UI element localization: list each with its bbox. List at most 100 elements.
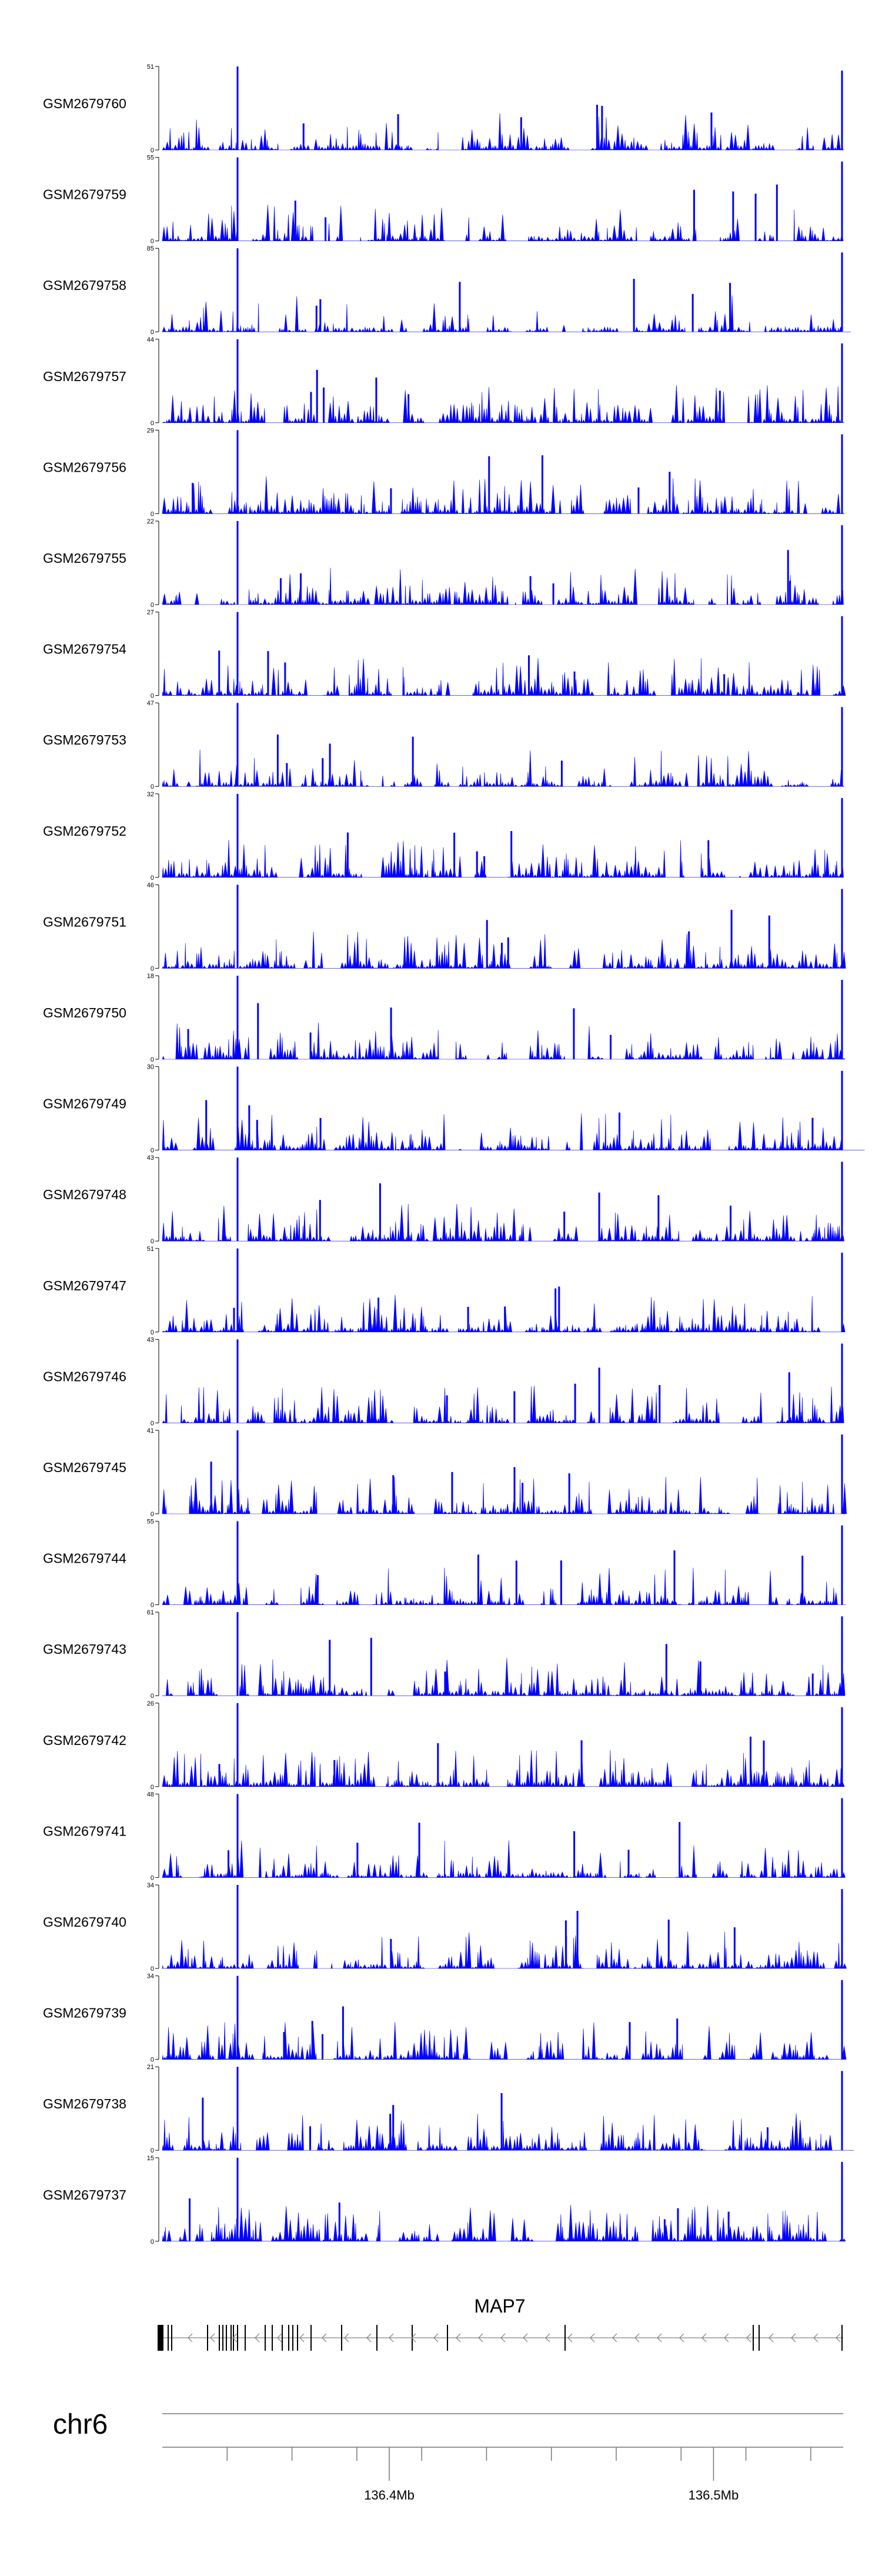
coverage-area (162, 1931, 847, 1970)
track-GSM2679740: GSM2679740 34 0 (43, 1882, 847, 1973)
coverage-peak (236, 612, 239, 696)
y-max-label: 43 (147, 1336, 154, 1343)
coverage-peak (486, 920, 488, 969)
coverage-peak (568, 1473, 570, 1514)
strand-arrow (255, 2333, 260, 2343)
coverage-peak (218, 1764, 220, 1787)
gene-exon (753, 2325, 754, 2351)
coverage-peak (560, 1560, 562, 1605)
strand-arrow (232, 2333, 238, 2343)
coverage-peak (236, 1794, 239, 1878)
coverage-area (162, 476, 844, 515)
coverage-peak (187, 1029, 189, 1059)
coverage-peak (319, 1200, 321, 1242)
coverage-peak (218, 650, 220, 696)
y-min-label: 0 (151, 1056, 154, 1063)
coverage-peak (730, 910, 733, 969)
coverage-peak (453, 832, 456, 877)
coverage-peak (560, 760, 563, 787)
track-GSM2679754: GSM2679754 27 0 (43, 609, 846, 700)
gene-exon (272, 2325, 273, 2351)
gene-exon (226, 2325, 227, 2351)
coverage-peak (841, 1434, 843, 1514)
coverage-peak (205, 1100, 208, 1150)
track-GSM2679750: GSM2679750 18 0 (43, 973, 846, 1063)
strand-arrow (344, 2333, 349, 2343)
y-min-label: 0 (151, 602, 154, 609)
coverage-peak (841, 2071, 843, 2151)
track-GSM2679752: GSM2679752 32 0 (43, 791, 844, 882)
track-label: GSM2679749 (43, 1096, 126, 1112)
y-min-label: 0 (151, 2238, 154, 2245)
track-label: GSM2679742 (43, 1733, 126, 1748)
strand-arrow (277, 2333, 282, 2343)
coverage-peak (841, 1889, 843, 1968)
genome-axis-ticks: 136.4Mb 136.5Mb (162, 2413, 843, 2502)
coverage-peak (633, 279, 635, 332)
coverage-peak (841, 1616, 843, 1696)
coverage-peak (629, 2022, 631, 2060)
track-GSM2679738: GSM2679738 21 0 (43, 2064, 854, 2154)
coverage-peak (236, 66, 239, 150)
coverage-peak (841, 161, 843, 241)
coverage-peak (321, 2034, 323, 2060)
coverage-peak (444, 1671, 446, 1696)
gene-exon (158, 2325, 163, 2351)
coverage-peak (236, 430, 239, 514)
coverage-peak (598, 1367, 600, 1423)
track-GSM2679739: GSM2679739 34 0 (43, 1973, 847, 2064)
strand-arrow (411, 2333, 416, 2343)
coverage-peak (580, 1740, 583, 1787)
gene-structure (158, 2325, 843, 2351)
strand-arrow (746, 2333, 751, 2343)
coverage-peak (513, 1391, 516, 1423)
gene-exon (207, 2325, 208, 2351)
coverage-peak (841, 798, 843, 877)
coverage-peak (811, 1117, 814, 1150)
y-max-label: 18 (147, 973, 154, 980)
coverage-peak (286, 763, 288, 787)
y-min-label: 0 (151, 1693, 154, 1700)
coverage-peak (677, 2208, 679, 2241)
coverage-peak (733, 1927, 736, 1968)
y-max-label: 21 (147, 2064, 154, 2071)
gene-exon (222, 2325, 223, 2351)
coverage-peak (693, 189, 695, 241)
coverage-peak (316, 369, 318, 423)
coverage-peak (766, 2127, 769, 2151)
track-GSM2679759: GSM2679759 55 0 (43, 155, 844, 245)
gene-exon (168, 2325, 169, 2351)
strand-arrow (322, 2333, 327, 2343)
coverage-peak (309, 2126, 311, 2151)
gene-exon (237, 2325, 238, 2351)
track-label: GSM2679760 (43, 96, 126, 111)
coverage-peak (311, 2021, 313, 2060)
coverage-peak (841, 1525, 843, 1605)
coverage-peak (507, 937, 509, 969)
coverage-peak (283, 2032, 285, 2060)
gene-track: MAP7 (158, 2295, 843, 2351)
strand-arrow (188, 2333, 193, 2343)
coverage-peak (573, 1008, 575, 1059)
coverage-area (162, 1294, 846, 1333)
coverage-peak (763, 1740, 765, 1787)
y-min-label: 0 (151, 420, 154, 427)
gene-exon (288, 2325, 289, 2351)
y-min-label: 0 (151, 875, 154, 882)
coverage-area (162, 1203, 845, 1242)
coverage-peak (356, 1843, 359, 1878)
gene-exon (376, 2325, 377, 2351)
coverage-peak (284, 662, 286, 696)
track-label: GSM2679758 (43, 278, 126, 293)
y-max-label: 27 (147, 609, 154, 616)
y-min-label: 0 (151, 1784, 154, 1791)
coverage-peak (236, 2157, 239, 2241)
y-min-label: 0 (151, 329, 154, 336)
coverage-area (162, 840, 844, 878)
coverage-peak (329, 743, 331, 787)
coverage-peak (329, 1640, 331, 1696)
track-GSM2679748: GSM2679748 43 0 (43, 1154, 845, 1245)
coverage-area (162, 1386, 844, 1424)
coverage-area (162, 2022, 847, 2060)
